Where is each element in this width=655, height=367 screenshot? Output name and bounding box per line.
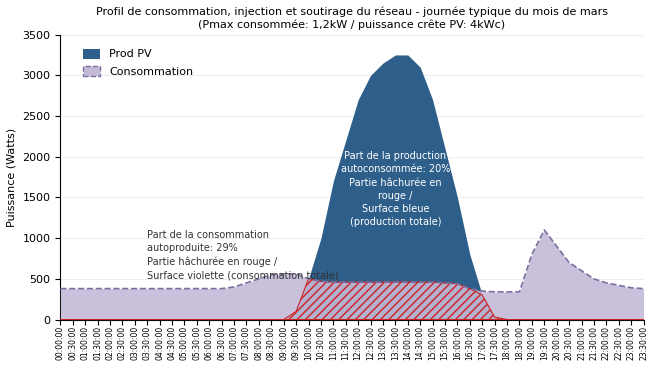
- Text: Part de la consommation
autoproduite: 29%
Partie hâchurée en rouge /
Surface vio: Part de la consommation autoproduite: 29…: [147, 230, 339, 280]
- Y-axis label: Puissance (Watts): Puissance (Watts): [7, 127, 17, 227]
- Text: Part de la production
autoconsommée: 20%
Partie hâchurée en
rouge /
Surface bleu: Part de la production autoconsommée: 20%…: [341, 151, 450, 227]
- Title: Profil de consommation, injection et soutirage du réseau - journée typique du mo: Profil de consommation, injection et sou…: [96, 7, 608, 30]
- Legend: Prod PV, Consommation: Prod PV, Consommation: [83, 49, 193, 77]
